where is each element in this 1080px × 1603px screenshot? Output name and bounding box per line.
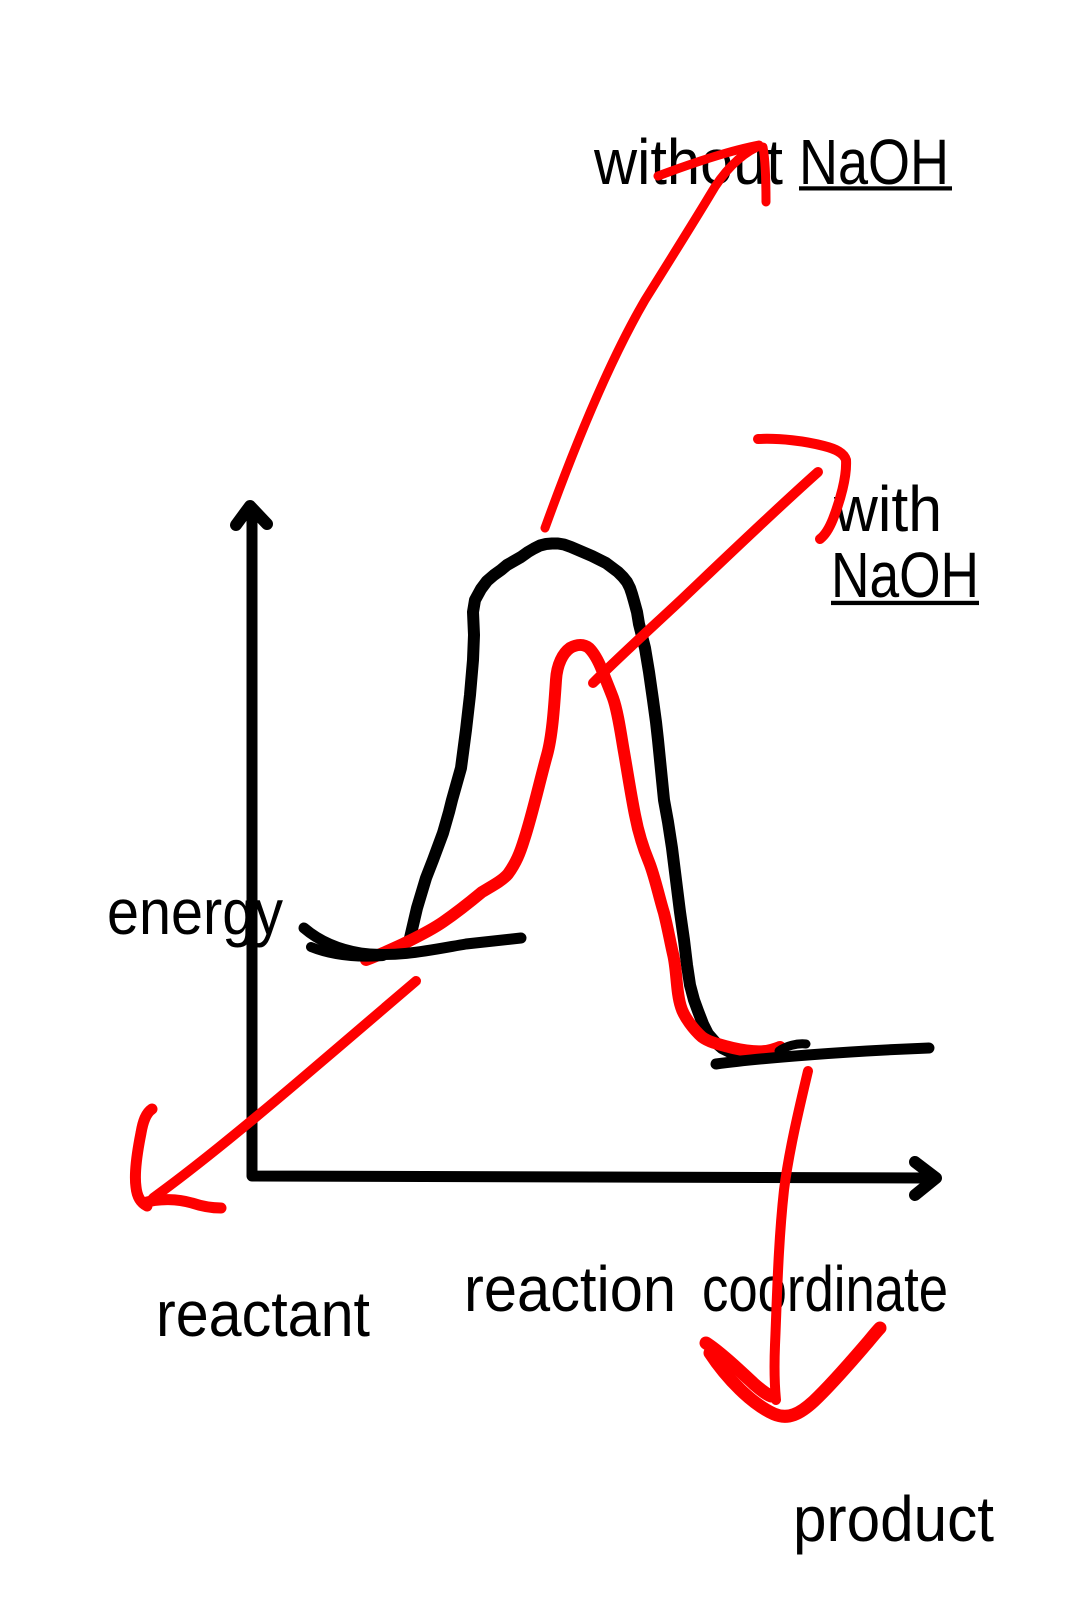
- svg-text:reaction: reaction: [464, 1253, 676, 1325]
- svg-text:with: with: [833, 473, 942, 545]
- svg-text:reactant: reactant: [156, 1278, 370, 1350]
- svg-text:product: product: [793, 1483, 994, 1555]
- svg-text:NaOH: NaOH: [831, 539, 979, 611]
- svg-text:coordinate: coordinate: [702, 1253, 948, 1325]
- svg-text:energy: energy: [107, 876, 283, 948]
- svg-text:NaOH: NaOH: [799, 126, 949, 198]
